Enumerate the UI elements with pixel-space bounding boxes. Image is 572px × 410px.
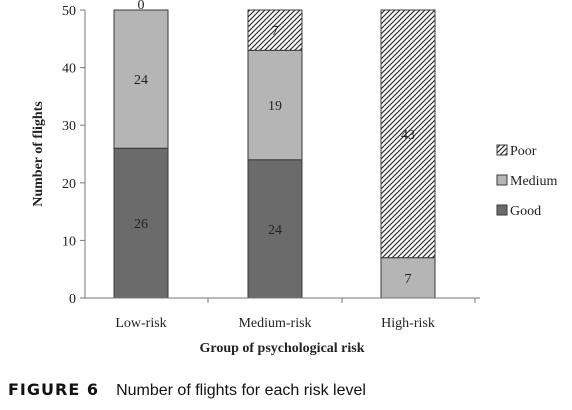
legend: Poor Medium Good <box>496 144 558 219</box>
y-axis-ticks: 0 10 20 30 40 50 <box>62 4 85 307</box>
data-label: 26 <box>134 217 148 232</box>
x-category-label: High-risk <box>381 316 435 331</box>
data-label: 19 <box>268 99 282 114</box>
legend-label-poor: Poor <box>510 144 537 159</box>
figure-caption-text: Number of flights for each risk level <box>116 382 366 399</box>
y-tick-label: 50 <box>62 4 76 19</box>
figure-caption: FIGURE 6 Number of flights for each risk… <box>8 380 366 400</box>
stacked-bar-chart: 26 24 0 24 19 7 0 7 43 0 10 20 30 40 50 Low-risk Mediu… <box>31 0 558 356</box>
y-tick-label: 0 <box>69 292 76 307</box>
x-category-label: Low-risk <box>115 316 166 331</box>
data-label: 0 <box>138 0 145 13</box>
figure-number: FIGURE 6 <box>8 380 99 399</box>
y-tick-label: 20 <box>62 177 76 192</box>
x-axis-title: Group of psychological risk <box>199 341 364 356</box>
bar-segment-poor <box>247 9 303 51</box>
legend-label-good: Good <box>510 204 541 219</box>
x-axis-labels: Low-risk Medium-risk High-risk <box>115 298 476 331</box>
bar-segment-good <box>113 147 169 299</box>
y-tick-label: 40 <box>62 62 76 77</box>
y-tick-label: 30 <box>62 119 76 134</box>
plot-area: 26240241970743 <box>113 0 436 301</box>
bar-segment-medium <box>113 9 169 149</box>
data-label: 7 <box>272 24 279 39</box>
legend-label-medium: Medium <box>510 174 558 189</box>
y-tick-label: 10 <box>62 234 76 249</box>
y-axis-title: Number of flights <box>31 101 46 207</box>
bar-segment-poor <box>380 9 436 259</box>
data-label: 24 <box>268 223 282 238</box>
bar-segment-medium <box>247 49 303 161</box>
data-label: 24 <box>134 73 148 88</box>
data-label: 7 <box>405 272 412 287</box>
legend-swatch-poor <box>496 144 508 156</box>
x-category-label: Medium-risk <box>238 316 311 331</box>
data-label: 43 <box>401 128 415 143</box>
legend-swatch-medium <box>496 174 508 186</box>
legend-swatch-good <box>496 204 508 216</box>
